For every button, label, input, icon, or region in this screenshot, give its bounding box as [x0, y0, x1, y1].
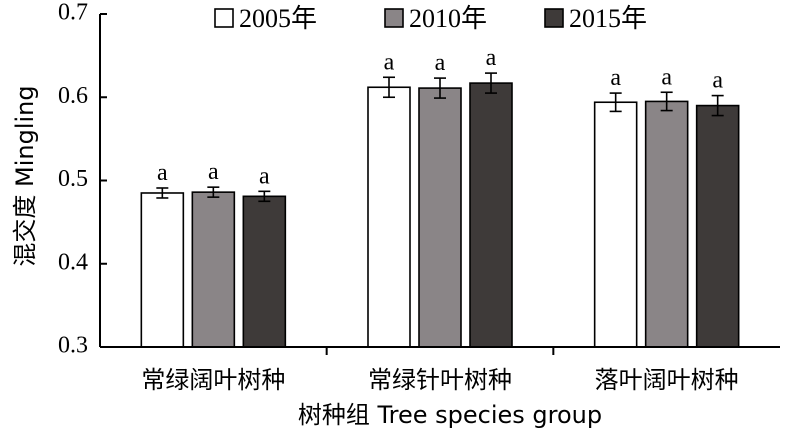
- x-category-label: 落叶阔叶树种: [595, 366, 739, 394]
- bar: [695, 104, 740, 348]
- legend-label: 2010年: [409, 4, 487, 33]
- legend-label: 2015年: [569, 4, 647, 33]
- y-tick-label: 0.6: [58, 83, 88, 109]
- significance-label: a: [259, 163, 270, 189]
- significance-label: a: [486, 45, 497, 71]
- bar: [242, 195, 287, 348]
- legend-label: 2005年: [239, 4, 317, 33]
- significance-label: a: [661, 64, 672, 90]
- y-tick-label: 0.4: [58, 249, 88, 275]
- significance-label: a: [435, 50, 446, 76]
- y-tick-label: 0.3: [58, 333, 88, 359]
- legend: 2005年 2010年 2015年: [214, 4, 647, 33]
- bar: [469, 82, 513, 348]
- x-category-label: 常绿阔叶树种: [141, 366, 285, 394]
- significance-label: a: [384, 49, 395, 75]
- significance-labels: a a a a a a a a a: [157, 45, 723, 189]
- error-bars: [156, 72, 724, 203]
- bar: [644, 100, 689, 348]
- bar: [418, 87, 462, 348]
- significance-label: a: [208, 159, 219, 185]
- bars: [140, 82, 740, 348]
- legend-swatch: [214, 8, 234, 28]
- bar: [140, 192, 185, 348]
- bar: [367, 86, 411, 348]
- x-category-label: 常绿针叶树种: [368, 366, 512, 394]
- significance-label: a: [157, 160, 168, 186]
- bar: [191, 191, 236, 348]
- x-categories: 常绿阔叶树种 常绿针叶树种 落叶阔叶树种: [141, 347, 739, 394]
- y-tick-label: 0.5: [58, 166, 88, 192]
- bar: [593, 101, 638, 348]
- legend-swatch: [384, 8, 404, 28]
- significance-label: a: [610, 65, 621, 91]
- significance-label: a: [712, 68, 723, 94]
- x-axis-title: 树种组 Tree species group: [298, 401, 602, 429]
- y-axis-title: 混交度 Mingling: [11, 85, 39, 266]
- legend-swatch: [544, 8, 564, 28]
- y-ticks: 0.3 0.4 0.5 0.6 0.7: [58, 0, 107, 359]
- y-tick-label: 0.7: [58, 0, 88, 26]
